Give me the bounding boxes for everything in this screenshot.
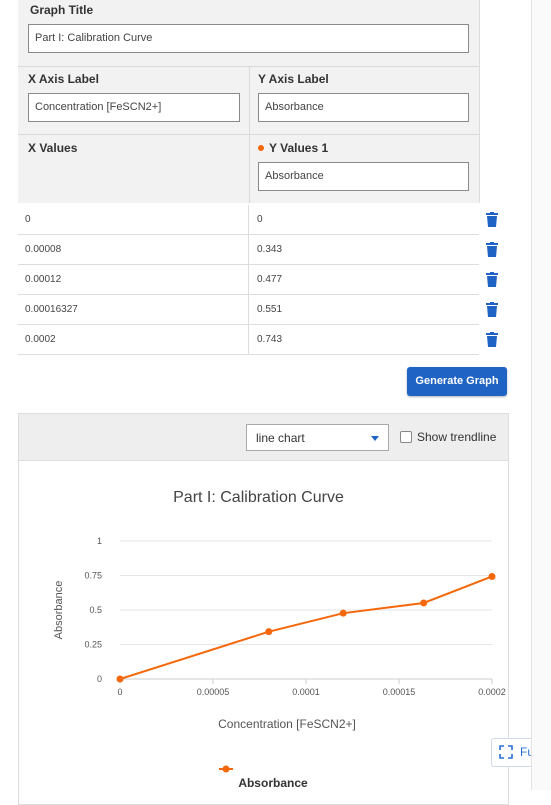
data-point [265,628,273,636]
series-line [119,575,493,680]
x-axis-input[interactable]: Concentration [FeSCN2+] [28,93,240,122]
x-tick-label: 0.0002 [478,687,506,697]
legend-marker [222,765,230,773]
line-chart: Part I: Calibration Curve 0 0.25 0.5 0.75 1 0 0… [53,489,506,790]
y-value-cell[interactable]: 0.343 [257,244,283,255]
y-tick-label: 0 [97,674,102,684]
y-axis-input[interactable]: Absorbance [258,93,469,122]
data-point [488,572,496,580]
chart-toolbar: line chart Show trendline [19,414,508,461]
y-tick-label: 0.75 [84,571,102,581]
y-tick-label: 1 [97,536,102,546]
data-point [116,675,124,683]
page-scrollbar[interactable] [531,0,551,790]
y-values-label-text: Y Values 1 [269,141,329,155]
table-row: 0.00008 0.343 [18,235,479,265]
fullscreen-icon [499,745,513,759]
x-value-cell[interactable]: 0.00016327 [18,295,249,324]
graph-title-label: Graph Title [30,3,94,17]
x-tick-label: 0.0001 [292,687,320,697]
table-row: 0.00012 0.477 [18,265,479,295]
graph-title-input[interactable]: Part I: Calibration Curve [28,24,469,53]
x-value-cell[interactable]: 0.00012 [18,265,249,294]
divider [18,134,479,135]
x-values-label: X Values [28,141,78,155]
chart-title: Part I: Calibration Curve [173,489,344,506]
y-axis-title: Absorbance [53,581,65,640]
y-tick-label: 0.25 [84,640,102,650]
trash-icon[interactable] [485,302,499,318]
y-value-cell[interactable]: 0.743 [257,334,283,345]
x-tick-label: 0 [117,687,122,697]
y-values-label: Y Values 1 [258,141,328,155]
x-axis-label: X Axis Label [28,72,99,86]
trash-icon[interactable] [485,332,499,348]
x-axis-title: Concentration [FeSCN2+] [218,717,356,731]
table-row: 0.0002 0.743 [18,325,479,355]
data-point [420,599,428,607]
trash-icon[interactable] [485,242,499,258]
x-value-cell[interactable]: 0.00008 [18,235,249,264]
y-value-cell[interactable]: 0.551 [257,304,283,315]
trendline-checkbox[interactable] [400,431,412,443]
generate-graph-button[interactable]: Generate Graph [407,367,507,396]
x-value-cell[interactable]: 0 [18,205,249,234]
y-series-name-input[interactable]: Absorbance [258,162,469,191]
divider [18,66,479,67]
chart-type-value: line chart [256,431,305,445]
chart-type-select[interactable]: line chart [246,424,389,451]
trendline-label: Show trendline [417,430,497,444]
series-color-dot [258,144,264,151]
trash-icon[interactable] [485,272,499,288]
table-row: 0.00016327 0.551 [18,295,479,325]
legend-label: Absorbance [238,776,308,790]
y-tick-label: 0.5 [89,605,102,615]
x-value-cell[interactable]: 0.0002 [18,325,249,354]
chevron-down-icon [371,436,379,441]
y-value-cell[interactable]: 0 [257,214,263,225]
y-value-cell[interactable]: 0.477 [257,274,283,285]
y-axis-label: Y Axis Label [258,72,329,86]
x-tick-label: 0.00005 [197,687,230,697]
chart-container: line chart Show trendline Part I: Calibr… [18,413,509,805]
x-tick-label: 0.00015 [383,687,416,697]
data-point [339,609,347,617]
trash-icon[interactable] [485,212,499,228]
